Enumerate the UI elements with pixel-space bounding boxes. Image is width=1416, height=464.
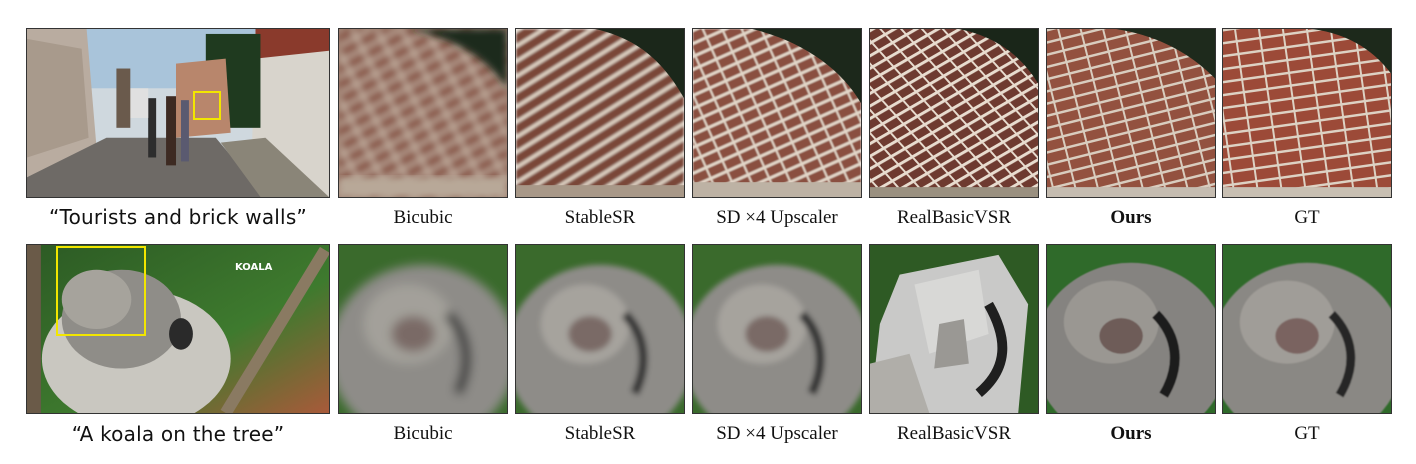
crop-sd-upscaler-street [692,28,862,198]
caption-bicubic: Bicubic [393,207,453,228]
caption-bicubic: Bicubic [393,423,453,444]
caption-ours: Ours [1110,207,1152,228]
crop-stablesr-street [515,28,685,198]
caption-gt: GT [1294,207,1320,228]
crop-ours-koala [1046,244,1216,414]
crop-gt-koala [1222,244,1392,414]
caption-stablesr: StableSR [564,423,636,444]
crop-ours-street [1046,28,1216,198]
crop-gt-street [1222,28,1392,198]
caption-sd-upscaler: SD ×4 Upscaler [716,423,838,444]
prompt-caption-street: “Tourists and brick walls” [48,205,307,229]
crop-realbasicvsr-koala [869,244,1039,414]
crop-sd-upscaler-koala [692,244,862,414]
zoom-region-box [193,91,221,120]
caption-sd-upscaler: SD ×4 Upscaler [716,207,838,228]
koala-overlay-label: KOALA [235,262,273,273]
input-image-street [26,28,330,198]
caption-realbasicvsr: RealBasicVSR [897,207,1011,228]
crop-bicubic-koala [338,244,508,414]
caption-realbasicvsr: RealBasicVSR [897,423,1011,444]
zoom-region-box [56,246,146,336]
crop-realbasicvsr-street [869,28,1039,198]
caption-ours: Ours [1110,423,1152,444]
prompt-caption-koala: “A koala on the tree” [71,422,285,446]
input-image-koala [26,244,330,414]
caption-gt: GT [1294,423,1320,444]
crop-bicubic-street [338,28,508,198]
crop-stablesr-koala [515,244,685,414]
caption-stablesr: StableSR [564,207,636,228]
